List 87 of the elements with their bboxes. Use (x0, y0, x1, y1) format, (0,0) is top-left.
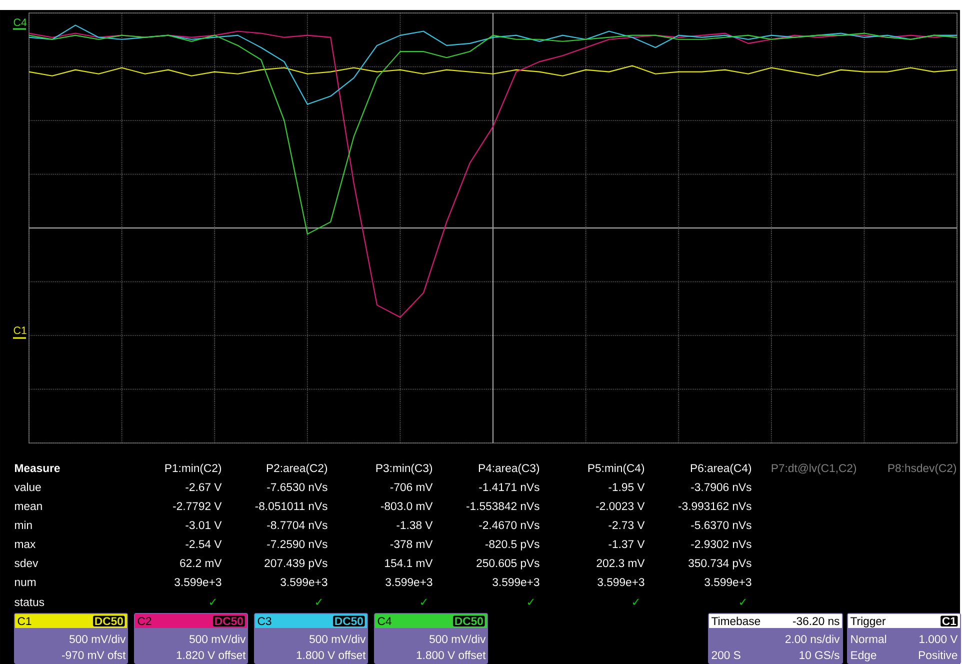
text: -2.73 V (608, 521, 645, 530)
text: -36.20 ns (792, 617, 840, 626)
text: 250.605 pVs (476, 559, 540, 570)
text: 500 mV/div (430, 634, 486, 644)
text: -3.7906 nVs (691, 483, 752, 492)
text: DC50 (335, 617, 363, 626)
text: status (14, 598, 44, 606)
text: 500 mV/div (310, 634, 366, 644)
text: 500 mV/div (70, 634, 126, 644)
text: P3:min(C3) (376, 464, 432, 474)
text: value (14, 482, 41, 492)
text: 200 S (712, 651, 740, 660)
text: -820.5 pVs (485, 540, 540, 550)
text: ✓ (632, 598, 639, 605)
text: -5.6370 nVs (691, 521, 752, 530)
text: -1.553842 nVs (466, 502, 540, 510)
text: DC50 (215, 617, 243, 626)
text: -3.993162 nVs (678, 502, 752, 510)
text: sdev (14, 558, 38, 568)
text: 3.599e+3 (386, 578, 432, 586)
text: -706 mV (390, 483, 433, 492)
text: 3.599e+3 (598, 578, 644, 586)
text: -2.67 V (186, 483, 222, 492)
text: -7.2590 nVs (267, 540, 328, 548)
text: -3.01 V (186, 521, 222, 530)
text: 3.599e+3 (174, 578, 222, 586)
text: -2.54 V (186, 540, 222, 548)
text: -2.9302 nVs (691, 540, 752, 548)
text: Normal (851, 634, 886, 644)
text: 1.000 V (920, 635, 958, 644)
text: -1.38 V (396, 521, 433, 530)
text: ✓ (420, 598, 427, 605)
text: 154.1 mV (385, 559, 433, 568)
text: -1.37 V (608, 540, 645, 548)
text: C4 (14, 18, 27, 26)
text: C3 (258, 617, 272, 626)
text: 1.820 V offset (176, 650, 246, 660)
text: 202.3 mV (596, 559, 645, 568)
text: -1.95 V (608, 483, 645, 492)
text: ✓ (210, 598, 216, 605)
text: Trigger (850, 616, 886, 628)
text: -8.051011 nVs (255, 502, 328, 510)
text: -378 mV (390, 540, 433, 548)
text: num (15, 580, 36, 586)
text: -2.4670 nVs (479, 521, 540, 530)
text: 62.2 mV (180, 559, 222, 568)
text: P4:area(C3) (478, 464, 540, 474)
text: Edge (851, 650, 876, 662)
text: -2.7792 V (173, 502, 222, 510)
text: DC50 (95, 617, 123, 626)
text: P1:min(C2) (165, 464, 222, 474)
text: min (15, 520, 32, 530)
text: -803.0 mV (380, 502, 433, 510)
text: Measure (15, 464, 60, 472)
text: P2:area(C2) (266, 464, 328, 474)
text: 3.599e+3 (704, 578, 752, 586)
text: 207.439 pVs (264, 559, 328, 570)
text: ✓ (740, 598, 746, 605)
text: C2 (138, 617, 152, 626)
text: P6:area(C4) (690, 464, 752, 474)
text: 500 mV/div (190, 634, 246, 644)
text: mean (15, 504, 42, 510)
text: 1.800 V offset (296, 650, 366, 660)
text: -7.6530 nVs (267, 483, 328, 492)
text: DC50 (455, 617, 483, 626)
text: -8.7704 nVs (267, 521, 328, 530)
text: ✓ (528, 598, 534, 605)
text: P5:min(C4) (588, 464, 644, 474)
text: C4 (378, 617, 392, 626)
text: ✓ (316, 598, 322, 605)
text: P8:hsdev(C2) (888, 464, 956, 474)
text: -2.0023 V (596, 502, 645, 510)
text: -1.4171 nVs (479, 483, 540, 492)
text: max (15, 542, 36, 548)
text: P7:dt@lv(C1,C2) (772, 464, 856, 474)
text: C1 (14, 326, 26, 334)
text: 350.734 pVs (688, 559, 752, 570)
text: C1 (18, 617, 32, 626)
text: 10 GS/s (800, 650, 840, 660)
text: -970 mV ofst (62, 650, 126, 660)
text: C1 (942, 617, 956, 626)
text: 3.599e+3 (492, 578, 540, 586)
text: 2.00 ns/div (786, 634, 840, 644)
text: Timebase (712, 616, 760, 626)
text: Positive (918, 650, 958, 660)
text: 3.599e+3 (280, 578, 328, 586)
text: 1.800 V offset (416, 650, 486, 660)
